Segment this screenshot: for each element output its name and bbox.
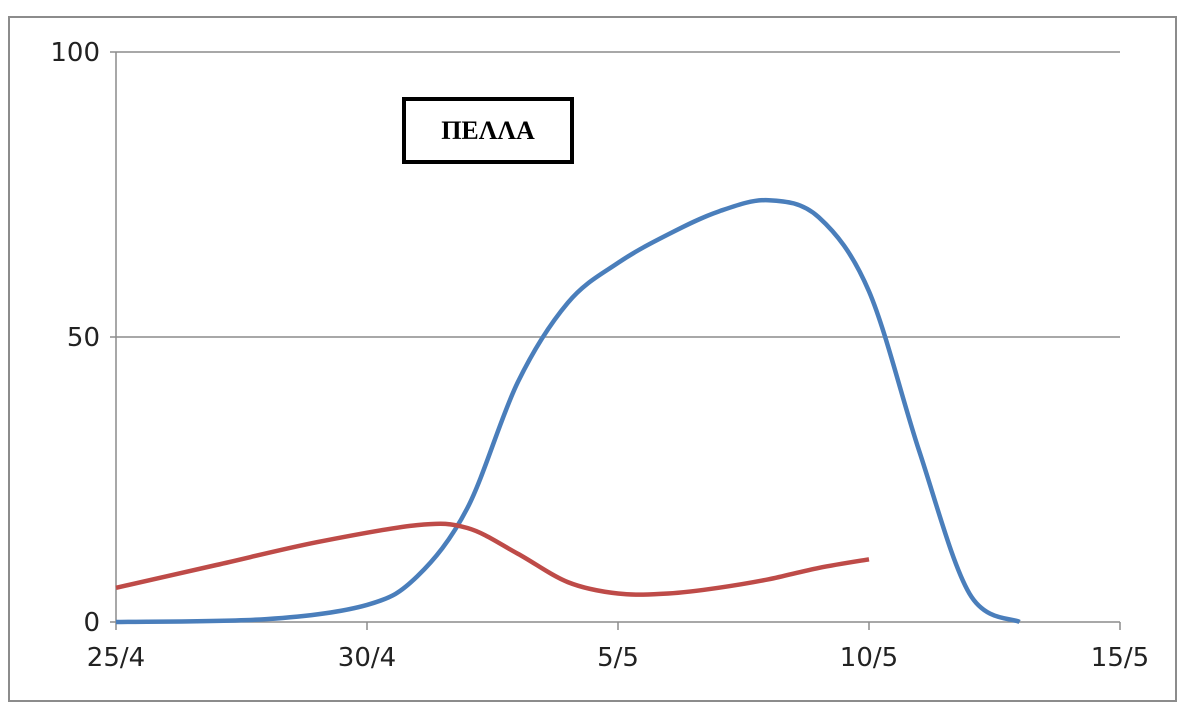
x-tick-label: 5/5 — [597, 643, 639, 673]
series-line-2 — [115, 521, 870, 597]
tick-labels: 0 50 100 25/4 30/4 5/5 10/5 15/5 — [50, 38, 1149, 673]
y-tick-label: 100 — [50, 38, 100, 68]
series-line-1 — [115, 197, 1021, 625]
chart-title: ΠΕΛΛΑ — [441, 115, 535, 145]
y-tick-label: 0 — [83, 608, 100, 638]
x-tick-label: 25/4 — [87, 643, 145, 673]
y-tick-label: 50 — [67, 323, 100, 353]
axes — [110, 51, 1121, 630]
gridlines — [116, 51, 1120, 338]
series-layer — [115, 197, 1021, 625]
x-tick-label: 30/4 — [338, 643, 396, 673]
x-tick-label: 10/5 — [840, 643, 898, 673]
chart-title-box: ΠΕΛΛΑ — [402, 97, 574, 164]
x-tick-label: 15/5 — [1091, 643, 1149, 673]
